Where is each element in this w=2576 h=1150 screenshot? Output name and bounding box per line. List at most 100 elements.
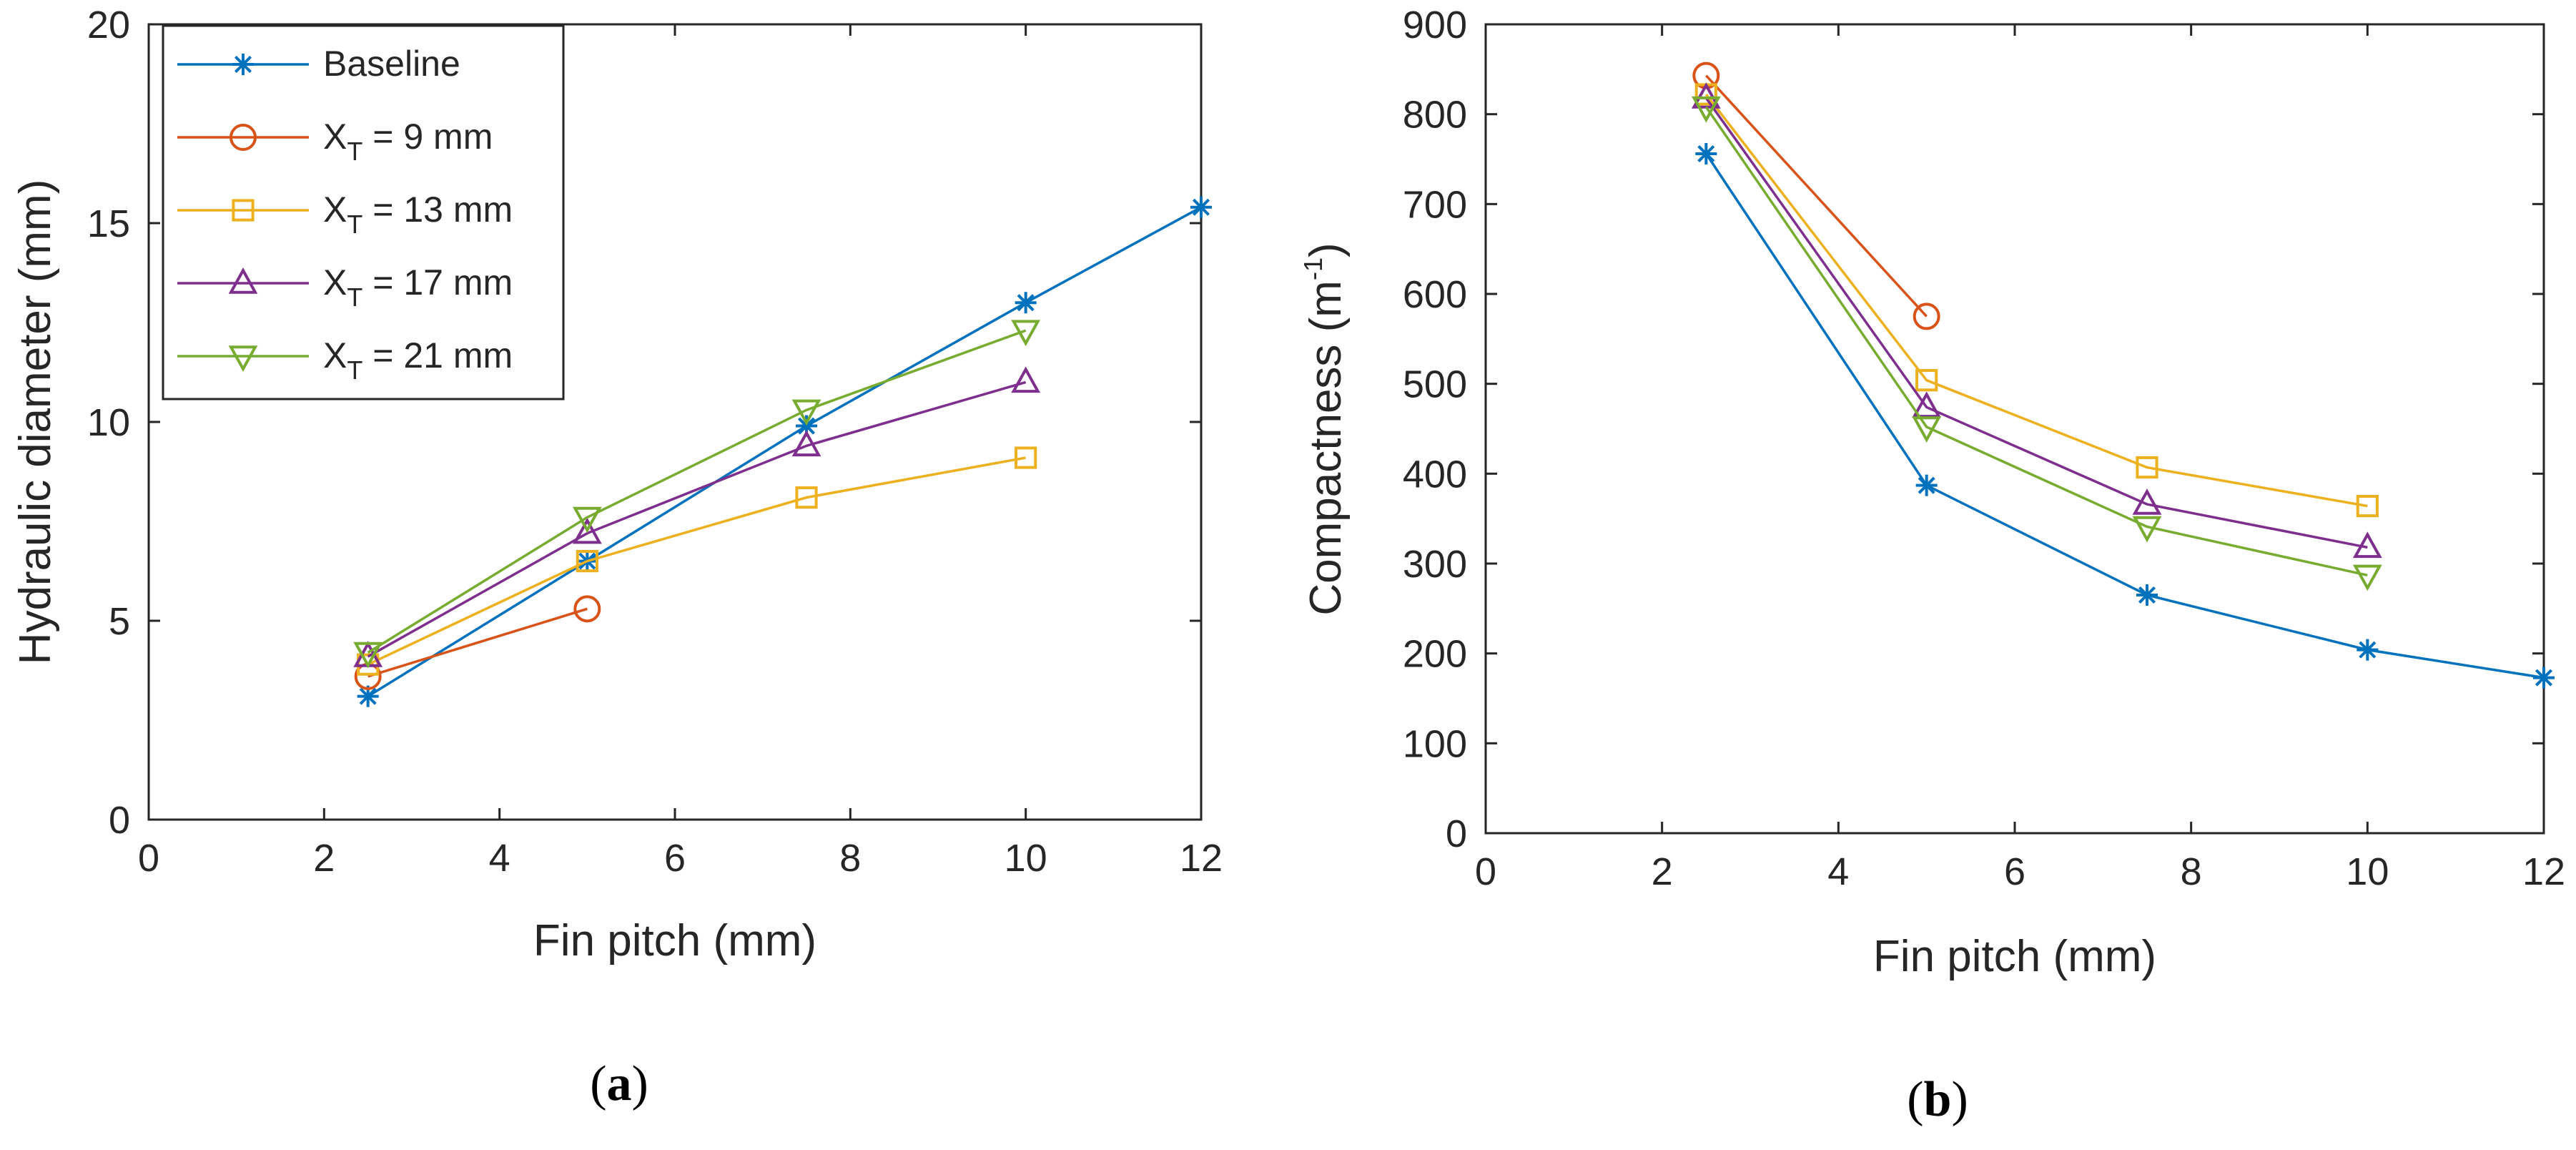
legend-entries [177, 54, 309, 372]
b-y-tick-label-300: 300 [1403, 543, 1467, 586]
a-y-tick-label-15: 15 [87, 202, 130, 245]
legend-entry-x-t-9-mm [177, 124, 309, 151]
b-point-x-t-21-mm-2 [2132, 516, 2162, 543]
a-series-x-t-9-mm-line [367, 607, 588, 678]
a-point-x-t-13-mm-3 [1015, 446, 1037, 469]
b-y-tick-label-500: 500 [1403, 363, 1467, 406]
a-point-baseline-3 [1015, 292, 1037, 314]
a-y-tick-label-10: 10 [87, 401, 130, 444]
b-point-x-t-13-mm-1 [1915, 369, 1938, 392]
legend-label-xt-13: XT = 13 mm [323, 190, 513, 239]
legend-label-xt-9: XT = 9 mm [323, 117, 493, 166]
b-series-baseline [1695, 142, 2555, 689]
panel-b-ticks [1484, 23, 2545, 835]
a-point-x-t-9-mm-1 [573, 595, 601, 623]
b-series-x-t-21-mm [1691, 96, 2382, 591]
a-point-x-t-17-mm-3 [1011, 366, 1041, 393]
b-x-tick-label-10: 10 [2346, 850, 2389, 893]
legend-marker-x-t-9-mm [230, 124, 257, 151]
a-x-tick-label-4: 4 [489, 837, 510, 880]
legend-entry-baseline [177, 54, 309, 75]
a-point-x-t-21-mm-0 [353, 642, 383, 669]
b-point-x-t-21-mm-0 [1691, 96, 1721, 123]
b-point-x-t-21-mm-1 [1912, 416, 1942, 443]
panel-a-legend: Baseline XT = 9 mm XT = 13 mm XT = 17 mm… [162, 24, 565, 400]
b-point-x-t-17-mm-3 [2352, 531, 2382, 559]
a-y-tick-label-5: 5 [109, 600, 130, 643]
b-point-baseline-0 [1695, 142, 1717, 164]
panel-a-x-axis-label: Fin pitch (mm) [533, 916, 816, 965]
b-series-x-t-9-mm-line [1705, 74, 1928, 318]
b-y-tick-label-900: 900 [1403, 4, 1467, 46]
b-point-x-t-13-mm-3 [2356, 494, 2379, 518]
legend-box [162, 24, 565, 400]
b-y-tick-label-0: 0 [1446, 812, 1467, 855]
b-y-tick-label-700: 700 [1403, 183, 1467, 226]
a-series-x-t-21-mm [353, 320, 1041, 669]
b-x-tick-label-6: 6 [2004, 850, 2025, 893]
b-point-x-t-21-mm-3 [2352, 564, 2382, 591]
b-point-x-t-17-mm-2 [2132, 488, 2162, 515]
panel-a-tick-labels: 0 2 4 6 8 10 12 0 5 10 15 20 [87, 4, 1223, 880]
legend-marker-x-t-21-mm [228, 345, 258, 372]
a-y-tick-label-20: 20 [87, 4, 130, 46]
legend-label-baseline: Baseline [323, 44, 460, 84]
a-point-x-t-21-mm-3 [1011, 320, 1041, 347]
a-x-tick-label-8: 8 [839, 837, 861, 880]
b-y-tick-label-600: 600 [1403, 273, 1467, 316]
panel-b-series [1691, 62, 2555, 689]
a-point-x-t-13-mm-1 [576, 550, 598, 573]
panel-b-caption: (b) [1907, 1072, 1968, 1127]
a-x-tick-label-2: 2 [313, 837, 335, 880]
a-series-baseline [357, 196, 1212, 707]
a-point-x-t-17-mm-1 [572, 517, 602, 544]
b-point-baseline-3 [2357, 639, 2379, 661]
a-y-tick-label-0: 0 [109, 799, 130, 842]
b-x-tick-label-0: 0 [1475, 850, 1496, 893]
a-point-x-t-21-mm-1 [572, 506, 602, 534]
panel-a-caption: (a) [590, 1056, 648, 1111]
b-series-x-t-13-mm-line [1704, 93, 2368, 508]
panel-b-tick-labels: 0 2 4 6 8 10 12 0 100 200 300 400 500 600 700 800 900 [1403, 4, 2565, 893]
a-x-tick-label-12: 12 [1180, 837, 1223, 880]
legend-marker-x-t-17-mm [228, 267, 258, 294]
a-point-baseline-4 [1190, 196, 1212, 218]
a-series-x-t-13-mm-line [367, 456, 1026, 666]
legend-entry-x-t-17-mm [177, 267, 309, 294]
a-x-tick-label-0: 0 [138, 837, 159, 880]
b-series-x-t-17-mm [1691, 82, 2382, 559]
b-x-tick-label-4: 4 [1827, 850, 1849, 893]
legend-label-xt-21: XT = 21 mm [323, 335, 513, 385]
panel-a-series [353, 196, 1212, 707]
a-x-tick-label-6: 6 [664, 837, 686, 880]
b-y-tick-label-400: 400 [1403, 453, 1467, 496]
legend-entry-x-t-13-mm [177, 199, 309, 222]
b-point-baseline-4 [2533, 667, 2555, 689]
a-point-x-t-21-mm-2 [791, 399, 821, 426]
b-point-baseline-1 [1915, 474, 1938, 496]
b-y-tick-label-200: 200 [1403, 633, 1467, 676]
b-series-x-t-17-mm-line [1704, 97, 2368, 549]
legend-marker-baseline [232, 54, 254, 75]
panel-a: 0 2 4 6 8 10 12 0 5 10 15 20 Fin pitch (mm) Hydraul… [11, 4, 1223, 1111]
legend-label-xt-17: XT = 17 mm [323, 262, 513, 312]
a-point-x-t-17-mm-2 [791, 430, 821, 457]
panel-b: 0 2 4 6 8 10 12 0 100 200 300 400 500 600 700 800 900 Fi… [1298, 4, 2565, 1127]
b-series-x-t-13-mm [1694, 83, 2379, 518]
b-series-x-t-9-mm [1692, 62, 1940, 330]
b-point-x-t-9-mm-1 [1913, 303, 1940, 330]
panel-b-axes-box [1484, 23, 2545, 835]
legend-entry-x-t-21-mm [177, 345, 309, 372]
b-point-x-t-17-mm-1 [1912, 391, 1942, 418]
a-point-x-t-13-mm-2 [795, 486, 818, 509]
b-y-tick-label-800: 800 [1403, 94, 1467, 137]
a-x-tick-label-10: 10 [1005, 837, 1047, 880]
b-x-tick-label-2: 2 [1652, 850, 1673, 893]
legend-marker-x-t-13-mm [232, 199, 255, 222]
a-series-x-t-17-mm-line [367, 380, 1027, 658]
b-series-baseline-line [1704, 152, 2545, 679]
b-x-tick-label-8: 8 [2181, 850, 2202, 893]
panel-a-y-axis-label: Hydraulic diameter (mm) [11, 180, 60, 665]
